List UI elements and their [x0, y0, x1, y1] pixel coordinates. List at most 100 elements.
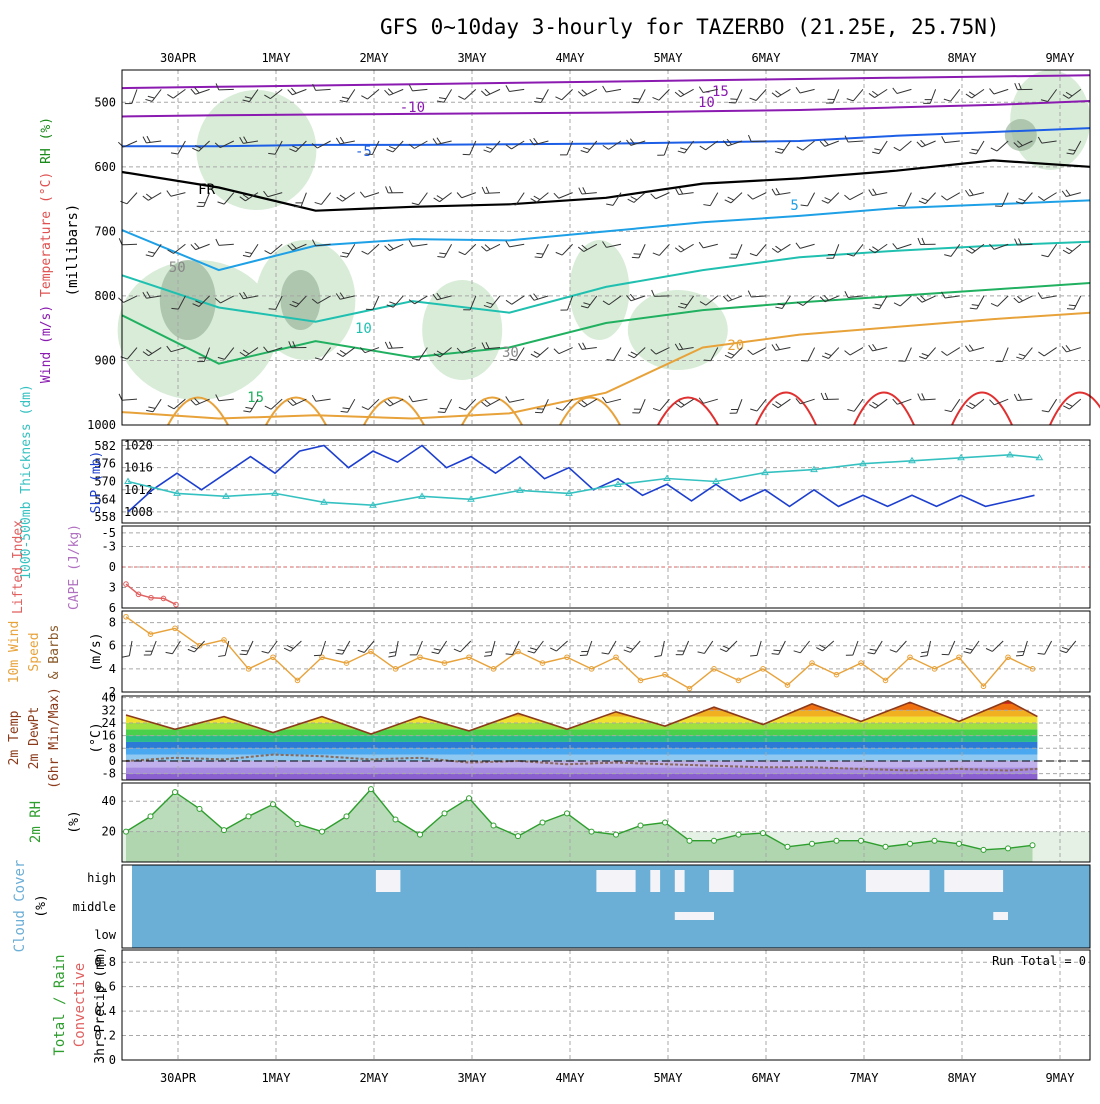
- wind-barb: [826, 89, 839, 103]
- wind-barb-feather: [772, 404, 778, 408]
- wind-barb-feather: [631, 102, 638, 103]
- wind-barb-shaft: [800, 89, 815, 93]
- wind-barb-shaft: [343, 641, 350, 654]
- wind-barb-shaft: [681, 399, 694, 407]
- wind-barb-shaft: [1069, 399, 1080, 409]
- wind-barb-feather: [582, 401, 588, 405]
- wind-barb-feather: [725, 355, 731, 358]
- wind-barb-feather: [506, 396, 510, 402]
- wind-barb-feather: [409, 240, 412, 246]
- run-total-annotation: Run Total = 0: [992, 954, 1086, 968]
- wind-barb: [869, 189, 887, 196]
- panel-label-part: Wind (m/s): [39, 305, 54, 383]
- wind-barb-feather: [970, 308, 977, 309]
- wind-barb-feather: [579, 188, 582, 194]
- wind-barb-feather: [191, 89, 196, 94]
- wind-barb-feather: [506, 241, 510, 247]
- wind-barb-feather: [654, 656, 661, 657]
- wind-barb: [458, 89, 475, 99]
- wind-barb-feather: [750, 98, 757, 100]
- wind-barb-shaft: [757, 641, 761, 655]
- date-label-top: 6MAY: [752, 51, 782, 65]
- wind-barb-shaft: [343, 193, 355, 202]
- cloud-clear-gap: [650, 870, 660, 892]
- wind-barb-feather: [890, 650, 897, 652]
- y-axis-label: (°C): [89, 722, 104, 753]
- date-label-bottom: 8MAY: [948, 1071, 978, 1085]
- wind-barb-feather: [631, 197, 637, 200]
- wind-barb-shaft: [656, 193, 670, 199]
- wind-barb-shaft: [419, 193, 428, 205]
- wind-barb-feather: [990, 89, 994, 94]
- wind-barb: [918, 238, 936, 245]
- wind-barb-feather: [482, 187, 485, 193]
- wind-barb: [337, 193, 355, 202]
- wind-barb: [607, 348, 621, 361]
- wind-barb-feather: [1015, 83, 1018, 89]
- wind-barb: [772, 399, 790, 408]
- cloud-level-label: high: [87, 871, 116, 885]
- wind-barb-feather: [723, 646, 729, 649]
- wind-barb: [457, 193, 476, 198]
- wind-barb: [869, 89, 887, 97]
- wind-barb-feather: [917, 297, 922, 302]
- wind-barb-shaft: [808, 348, 815, 361]
- wind-barb: [434, 193, 452, 202]
- wind-barb-shaft: [853, 641, 858, 655]
- wind-barb-shaft: [153, 399, 161, 412]
- wind-barb: [288, 399, 307, 406]
- wind-barb-feather: [966, 250, 972, 254]
- wind-barb-feather: [679, 90, 684, 94]
- contour-label: 50: [169, 260, 186, 276]
- wind-barb: [720, 641, 737, 652]
- panel-label-wind: Speed: [27, 632, 42, 671]
- wind-barb-shaft: [654, 296, 669, 297]
- wind-barb-feather: [794, 651, 801, 653]
- wind-barb-feather: [291, 88, 296, 93]
- y-tick-label: 6: [109, 601, 116, 615]
- wind-barb-feather: [894, 303, 900, 306]
- wind-barb: [386, 141, 403, 152]
- wind-barb-feather: [336, 653, 343, 654]
- wind-barb: [996, 348, 1009, 362]
- y-tick-label: 8: [109, 741, 116, 755]
- wind-barb-feather: [534, 138, 538, 144]
- panel-label-upper-air: Wind (m/s) Temperature (°C) RH (%): [39, 117, 54, 383]
- wind-barb-feather: [265, 406, 271, 409]
- wind-barb-feather: [284, 648, 290, 651]
- wind-barb-feather: [485, 400, 490, 404]
- wind-barb-feather: [438, 412, 445, 413]
- wind-barb-shaft: [726, 641, 737, 652]
- wind-barb-feather: [409, 396, 413, 402]
- wind-barb-feather: [437, 256, 444, 257]
- wind-barb: [653, 89, 670, 100]
- wind-barb-feather: [630, 294, 635, 299]
- wind-barb-feather: [582, 90, 587, 95]
- slp-line: [128, 446, 1035, 512]
- wind-barb-feather: [360, 192, 364, 197]
- wind-barb-feather: [624, 650, 631, 652]
- wind-barb-feather: [1067, 309, 1074, 310]
- panel-frame: [122, 611, 1090, 692]
- wind-barb: [1062, 345, 1081, 352]
- wind-barb: [801, 348, 815, 361]
- wind-barb: [506, 296, 524, 304]
- y-axis-label: (%): [67, 810, 82, 833]
- wind-barb-feather: [269, 309, 276, 310]
- wind-barb-shaft: [949, 641, 955, 655]
- wind-barb: [847, 399, 863, 411]
- wind-barb: [965, 189, 984, 196]
- wind-barb: [484, 141, 500, 152]
- wind-barb-feather: [243, 255, 250, 256]
- wind-barb: [484, 641, 495, 656]
- temp-bands: [122, 696, 1090, 780]
- wind-barb-feather: [1069, 305, 1076, 306]
- temp-band: [122, 767, 1090, 773]
- wind-barb: [579, 343, 597, 350]
- wind-barb-feather: [531, 354, 537, 357]
- wind-barb: [748, 348, 767, 355]
- wind-barb-feather: [969, 92, 975, 96]
- wind-barb-feather: [991, 148, 997, 151]
- rh-point: [418, 832, 423, 837]
- rh-point: [295, 822, 300, 827]
